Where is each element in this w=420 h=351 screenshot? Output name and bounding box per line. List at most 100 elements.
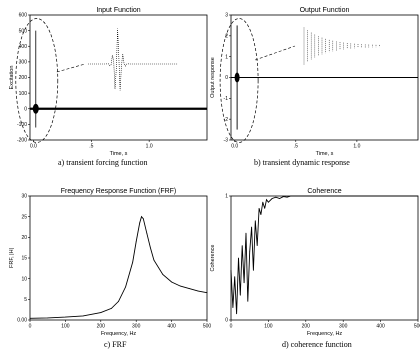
p4-x-tick-label: 0 <box>230 324 233 330</box>
p2-annotation-pointer <box>255 45 296 61</box>
p2-y-tick-label: -3 <box>224 138 229 144</box>
p4-series-line <box>230 195 418 314</box>
p4-data-point <box>282 196 284 198</box>
p4-data-point <box>251 226 252 228</box>
p1-annotation-ellipse <box>15 18 59 143</box>
p4-data-point <box>236 313 238 315</box>
p4-x-tick-label: 300 <box>339 324 348 330</box>
p3-y-tick-label: 30 <box>21 194 27 200</box>
p3-data-point <box>149 247 151 249</box>
caption-b: b) transient dynamic response <box>254 158 350 167</box>
p1-x-tick-label: 0.0 <box>30 144 37 150</box>
p4-data-point <box>234 276 236 277</box>
p3-y-tick-label: 25 <box>21 214 27 220</box>
p3-x-tick-label: 100 <box>61 324 70 330</box>
p4-y-tick-label: 1 <box>225 194 228 200</box>
p4-data-point <box>241 245 243 247</box>
p3-y-tick-label: 0.00 <box>17 318 27 324</box>
p1-y-axis-label: Excitation <box>9 66 15 90</box>
p3-x-tick-label: 400 <box>167 324 176 330</box>
p4-data-point <box>247 301 249 302</box>
p4-data-point <box>249 251 251 253</box>
p4-title: Coherence <box>307 188 341 195</box>
p2-response-marker <box>234 72 240 83</box>
p1-zoom-inset-series <box>88 28 178 91</box>
p3-y-tick-label: 5 <box>24 297 27 303</box>
p2-y-tick-label: -1 <box>224 96 229 102</box>
p3-x-tick-label: 0 <box>29 324 32 330</box>
p1-y-tick-label: 0 <box>24 106 27 112</box>
p4-data-point <box>290 195 292 197</box>
p2-y-tick-label: 3 <box>225 13 228 19</box>
p4-data-point <box>245 232 247 234</box>
p3-data-point <box>132 261 134 263</box>
p3-x-tick-label: 500 <box>203 324 212 330</box>
p1-y-tick-label: 600 <box>19 13 28 19</box>
p4-data-point <box>230 270 232 271</box>
p4-data-point <box>266 199 267 201</box>
p2-y-tick-label: 2 <box>225 34 228 40</box>
p4-x-tick-label: 100 <box>264 324 273 330</box>
p3-data-point <box>100 312 102 313</box>
p3-data-point <box>197 290 199 292</box>
p3-data-point <box>171 281 173 283</box>
p2-title: Output Function <box>300 7 350 14</box>
p4-data-point <box>239 294 241 296</box>
p3-y-axis-label: FRF, |H| <box>9 248 15 268</box>
p3-x-axis-label: Frequency, Hz <box>101 331 137 337</box>
p2-x-axis-label: Time, s <box>316 151 334 157</box>
p4-data-point <box>279 198 281 199</box>
p2-y-tick-label: 1 <box>225 54 228 60</box>
p3-data-point <box>141 216 142 218</box>
p1-annotation-pointer <box>56 63 86 73</box>
p3-data-point <box>139 222 141 224</box>
p4-x-tick-label: 400 <box>376 324 385 330</box>
p4-y-tick-label: 0 <box>225 318 228 324</box>
p1-x-tick-label: .5 <box>89 144 93 150</box>
p4-data-point <box>254 220 256 222</box>
p4-data-point <box>297 195 299 197</box>
p3-data-point <box>29 317 31 319</box>
p3-data-point <box>82 315 84 317</box>
p4-data-point <box>286 196 288 198</box>
p2-y-tick-label: 0 <box>225 75 228 81</box>
p2-x-tick-label: 0.0 <box>231 144 238 150</box>
p3-data-point <box>142 218 144 220</box>
p4-x-axis-label: Frequency, Hz <box>307 331 343 337</box>
p1-x-axis-label: Time, s <box>110 151 128 157</box>
caption-c: c) FRF <box>104 340 127 349</box>
p3-data-point <box>125 286 126 288</box>
p1-y-tick-label: 400 <box>19 44 28 50</box>
p4-data-point <box>260 214 262 216</box>
p3-data-point <box>153 259 155 261</box>
p4-data-point <box>243 282 245 284</box>
p1-x-tick-label: 1.0 <box>146 144 153 150</box>
p3-series-line <box>29 215 208 319</box>
p1-y-tick-label: -100 <box>17 122 27 128</box>
p3-y-tick-label: 15 <box>21 256 27 262</box>
p1-y-tick-label: 200 <box>19 75 28 81</box>
p4-data-point <box>268 201 269 203</box>
p2-annotation-ellipse <box>219 18 259 143</box>
p4-data-point <box>258 208 260 209</box>
p1-impulse-marker <box>32 103 39 114</box>
p2-y-tick-label: -2 <box>224 117 229 123</box>
p3-y-tick-label: 20 <box>21 235 27 241</box>
p4-data-point <box>264 208 266 209</box>
p3-data-point <box>180 285 181 287</box>
p4-data-point <box>275 196 277 198</box>
p1-y-tick-label: 100 <box>19 91 28 97</box>
p4-data-point <box>342 195 344 197</box>
p4-data-point <box>238 257 239 259</box>
p4-data-point <box>271 198 273 199</box>
p1-y-tick-label: 300 <box>19 60 28 66</box>
p2-x-tick-label: 1.0 <box>353 144 360 150</box>
p1-title: Input Function <box>96 7 140 14</box>
caption-a: a) transient forcing function <box>58 158 148 167</box>
p3-y-tick-label: 10 <box>21 276 27 282</box>
p1-y-tick-label: 500 <box>19 28 28 34</box>
p3-title: Frequency Response Function (FRF) <box>61 188 177 195</box>
p4-data-point <box>253 270 254 271</box>
p3-data-point <box>118 301 119 302</box>
